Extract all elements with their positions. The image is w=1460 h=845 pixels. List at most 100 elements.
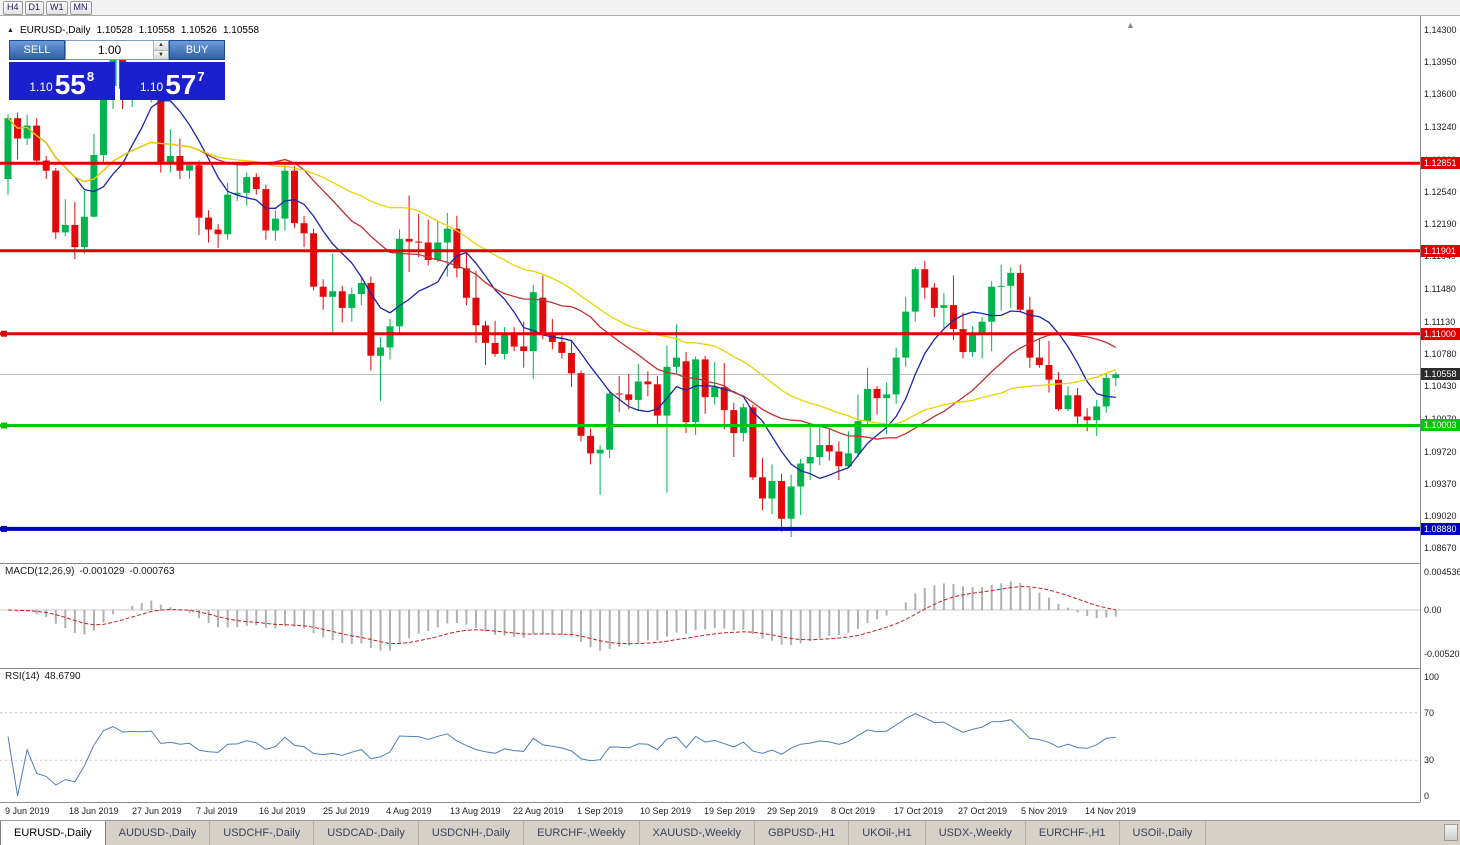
macd-axis-label: -0.00520 (1424, 649, 1460, 659)
main-chart-area[interactable]: ▲ ▲ EURUSD-,Daily 1.10528 1.10558 1.1052… (0, 16, 1420, 562)
price-axis-label: 1.10780 (1424, 349, 1457, 359)
chart-tab-usdchf-daily[interactable]: USDCHF-,Daily (210, 821, 315, 845)
date-axis-label: 29 Sep 2019 (767, 806, 819, 816)
trade-panel-collapse-icon[interactable]: ▲ (7, 27, 14, 34)
rsi-indicator-name: RSI(14) (5, 671, 40, 682)
timeframe-button-h4[interactable]: H4 (3, 0, 23, 15)
price-axis-label: 1.09370 (1424, 479, 1457, 489)
chart-tab-gbpusd-h1[interactable]: GBPUSD-,H1 (755, 821, 850, 845)
price-axis-label: 1.10430 (1424, 381, 1457, 391)
macd-indicator-name: MACD(12,26,9) (5, 566, 75, 577)
volume-spin-buttons: ▲ ▼ (153, 41, 168, 59)
macd-histogram (16, 581, 1117, 651)
rsi-label: RSI(14) 48.6790 (5, 671, 81, 682)
price-axis-label: 1.11480 (1424, 284, 1456, 294)
price-badge-1.11000: 1.11000 (1421, 328, 1460, 340)
price-axis-label: 1.12190 (1424, 219, 1457, 229)
buy-price-big-digits: 57 (165, 69, 197, 100)
rsi-axis-label: 0 (1424, 791, 1430, 801)
date-axis-label: 7 Jul 2019 (196, 806, 238, 816)
volume-spinner[interactable]: 1.00 ▲ ▼ (65, 40, 169, 60)
price-axis-label: 1.14300 (1424, 25, 1457, 35)
hline-left-marker[interactable] (1, 330, 7, 337)
date-axis-label: 10 Sep 2019 (640, 806, 692, 816)
volume-increase-button[interactable]: ▲ (154, 41, 168, 51)
date-axis-label: 22 Aug 2019 (513, 806, 564, 816)
date-axis-label: 8 Oct 2019 (831, 806, 876, 816)
chart-title: EURUSD-,Daily (19, 25, 91, 36)
chart-tab-usdcad-daily[interactable]: USDCAD-,Daily (314, 821, 419, 845)
price-axis-label: 1.09020 (1424, 511, 1457, 521)
macd-signal-line (7, 586, 1116, 645)
chart-tab-ukoil-h1[interactable]: UKOil-,H1 (849, 821, 926, 845)
date-axis-label: 17 Oct 2019 (894, 806, 944, 816)
buy-price-pipette: 7 (197, 69, 205, 84)
date-axis-label: 13 Aug 2019 (450, 806, 501, 816)
ohlc-close-value: 1.10558 (222, 25, 260, 36)
price-axis-label: 1.08670 (1424, 543, 1457, 553)
rsi-indicator-panel: RSI(14) 48.6790 (0, 668, 1420, 801)
chart-tab-eurchf-weekly[interactable]: EURCHF-,Weekly (524, 821, 640, 845)
date-axis-label: 27 Jun 2019 (132, 806, 182, 816)
rsi-axis-label: 70 (1424, 708, 1435, 718)
price-badge-1.08880: 1.08880 (1421, 523, 1460, 535)
ma-line-slow (7, 117, 1117, 425)
price-axis-label: 1.09720 (1424, 447, 1457, 457)
price-axis-label: 1.13950 (1424, 57, 1457, 67)
date-axis-label: 18 Jun 2019 (69, 806, 119, 816)
hline-left-marker[interactable] (1, 422, 7, 429)
date-axis-label: 5 Nov 2019 (1021, 806, 1068, 816)
chart-tab-eurusd-daily[interactable]: EURUSD-,Daily (0, 821, 106, 845)
macd-main-value: -0.001029 (79, 566, 125, 577)
macd-label: MACD(12,26,9) -0.001029 -0.000763 (5, 566, 175, 577)
chart-tab-xauusd-weekly[interactable]: XAUUSD-,Weekly (640, 821, 755, 845)
timeframe-button-mn[interactable]: MN (69, 0, 92, 15)
hline-left-marker[interactable] (1, 525, 7, 532)
buy-button[interactable]: BUY (169, 40, 225, 60)
one-click-trade-panel: SELL 1.00 ▲ ▼ BUY 1.10 55 8 1.10 57 7 (9, 40, 225, 100)
rsi-line (7, 713, 1116, 797)
ohlc-open-value: 1.10528 (96, 25, 133, 36)
timeframe-button-d1[interactable]: D1 (24, 0, 45, 15)
date-axis-label: 19 Sep 2019 (704, 806, 756, 816)
volume-value[interactable]: 1.00 (97, 43, 122, 57)
price-axis-label: 1.13600 (1424, 89, 1457, 99)
price-axis-label: 1.13240 (1424, 122, 1457, 132)
ohlc-high-value: 1.10558 (138, 25, 175, 36)
sell-price-big-digits: 55 (54, 69, 86, 100)
timeframe-button-w1[interactable]: W1 (46, 0, 68, 15)
chart-tab-bar: EURUSD-,Daily AUDUSD-,Daily USDCHF-,Daily U… (0, 820, 1460, 845)
date-axis-label: 16 Jul 2019 (259, 806, 306, 816)
sell-price-button[interactable]: 1.10 55 8 (9, 62, 115, 100)
date-axis-label: 9 Jun 2019 (5, 806, 50, 816)
volume-decrease-button[interactable]: ▼ (154, 50, 168, 59)
buy-price-button[interactable]: 1.10 57 7 (119, 62, 225, 100)
date-axis-label: 4 Aug 2019 (386, 806, 432, 816)
timeframe-toolbar: H4 D1 W1 MN (0, 0, 1460, 16)
candles-group (4, 46, 1120, 538)
rsi-axis-label: 30 (1424, 755, 1435, 765)
price-axis[interactable]: 1.143001.139501.136001.132401.128901.125… (1420, 16, 1460, 802)
rsi-axis-label: 100 (1424, 672, 1440, 682)
buy-price-prefix: 1.10 (139, 80, 164, 94)
chart-tab-usdcnh-daily[interactable]: USDCNH-,Daily (419, 821, 525, 845)
rsi-value: 48.6790 (44, 671, 81, 682)
price-badge-1.12851: 1.12851 (1421, 157, 1460, 169)
chart-tab-eurchf-h1[interactable]: EURCHF-,H1 (1026, 821, 1120, 845)
chart-tab-audusd-daily[interactable]: AUDUSD-,Daily (106, 821, 211, 845)
candlestick-chart[interactable]: ▲ (0, 16, 1420, 562)
date-axis-label: 14 Nov 2019 (1085, 806, 1137, 816)
chart-tab-usdx-weekly[interactable]: USDX-,Weekly (926, 821, 1026, 845)
macd-signal-value: -0.000763 (129, 566, 175, 577)
chart-tab-usoil-daily[interactable]: USOil-,Daily (1120, 821, 1207, 845)
date-axis[interactable]: 9 Jun 2019 18 Jun 2019 27 Jun 2019 7 Jul 20… (0, 802, 1420, 820)
price-axis-label: 1.12540 (1424, 187, 1457, 197)
ma-line-fast (7, 100, 1116, 480)
price-badge-1.11901: 1.11901 (1421, 245, 1460, 257)
rsi-chart[interactable] (0, 669, 1420, 801)
macd-chart[interactable] (0, 564, 1420, 667)
chart-shift-marker-icon[interactable]: ▲ (1126, 20, 1135, 30)
tab-bar-corner-button[interactable] (1444, 824, 1458, 841)
sell-button[interactable]: SELL (9, 40, 65, 60)
